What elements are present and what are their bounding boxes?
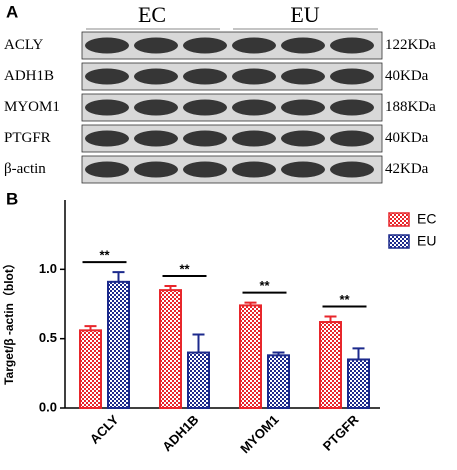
panel-label: B (6, 189, 18, 208)
blot-band (85, 130, 129, 147)
significance-label: ** (339, 292, 350, 307)
x-tick-label: ACLY (87, 412, 122, 447)
protein-label: PTGFR (4, 130, 51, 146)
legend-swatch (388, 234, 410, 249)
bar (267, 354, 290, 410)
legend-label: EU (417, 233, 436, 249)
bar (107, 280, 130, 409)
blot-band (183, 130, 227, 147)
blot-band (330, 99, 374, 116)
blot-band (232, 68, 276, 85)
blot-band (183, 161, 227, 178)
size-label: 40KDa (385, 68, 429, 84)
group-label: EC (138, 2, 166, 27)
x-tick-label: PTGFR (320, 412, 362, 454)
error-bar (192, 333, 205, 353)
blot-band (281, 99, 325, 116)
y-tick-label: 0.0 (39, 399, 57, 414)
blot-band (281, 68, 325, 85)
blot-band (134, 130, 178, 147)
blot-band (330, 37, 374, 54)
blot-band (232, 99, 276, 116)
blot-band (85, 99, 129, 116)
y-tick-label: 0.5 (39, 330, 57, 345)
blot-band (281, 130, 325, 147)
error-bar (272, 351, 285, 356)
bar (159, 289, 182, 409)
blot-band (232, 130, 276, 147)
blot-band (134, 161, 178, 178)
significance-label: ** (179, 261, 190, 276)
error-bar (352, 347, 365, 360)
blot-band (330, 68, 374, 85)
group-label: EU (290, 2, 319, 27)
blot-band (85, 161, 129, 178)
size-label: 122KDa (385, 37, 436, 53)
blot-band (232, 37, 276, 54)
blot-band (330, 130, 374, 147)
blot-band (134, 37, 178, 54)
x-tick-label: MYOM1 (237, 412, 281, 456)
bar (187, 351, 210, 409)
blot-band (183, 37, 227, 54)
legend-label: EC (417, 211, 436, 227)
size-label: 188KDa (385, 99, 436, 115)
size-label: 40KDa (385, 130, 429, 146)
size-label: 42KDa (385, 161, 429, 177)
protein-label: ACLY (4, 37, 43, 53)
significance-label: ** (99, 248, 110, 263)
error-bar (244, 301, 257, 306)
bar (319, 321, 342, 410)
y-tick-label: 1.0 (39, 261, 57, 276)
bar (79, 329, 102, 410)
error-bar (112, 271, 125, 282)
blot-band (85, 68, 129, 85)
protein-label: ADH1B (4, 68, 54, 84)
bar (239, 304, 262, 409)
blot-band (134, 99, 178, 116)
x-tick-label: ADH1B (159, 412, 201, 454)
significance-label: ** (259, 278, 270, 293)
blot-band (232, 161, 276, 178)
blot-band (281, 161, 325, 178)
blot-band (85, 37, 129, 54)
protein-label: MYOM1 (4, 99, 60, 115)
error-bar (164, 284, 177, 291)
panel-label: A (6, 2, 18, 21)
blot-band (183, 99, 227, 116)
error-bar (324, 315, 337, 323)
error-bar (84, 325, 97, 331)
bar (347, 358, 370, 410)
y-axis-label: Target/β -actin（blot） (1, 257, 16, 385)
legend-swatch (388, 212, 410, 227)
blot-band (281, 37, 325, 54)
blot-band (183, 68, 227, 85)
blot-band (134, 68, 178, 85)
blot-band (330, 161, 374, 178)
protein-label: β-actin (4, 161, 46, 177)
